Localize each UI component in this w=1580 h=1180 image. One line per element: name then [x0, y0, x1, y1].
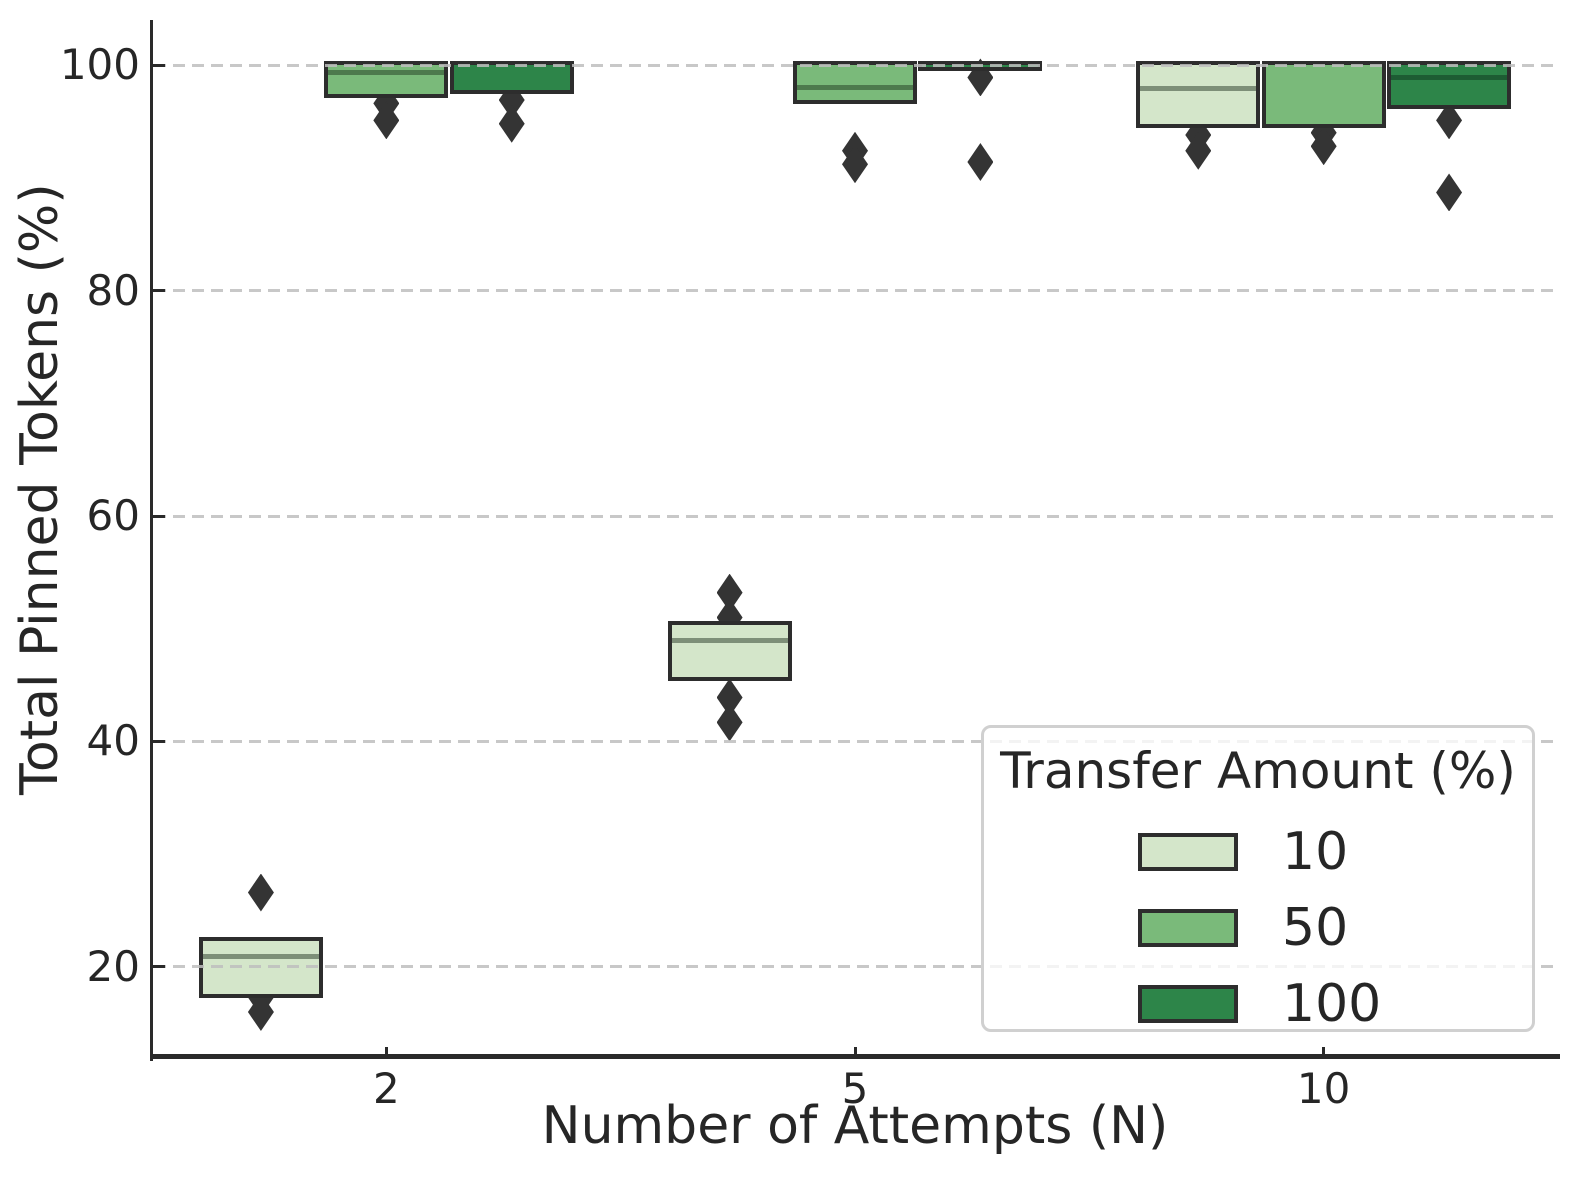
legend-entry-100: 100	[1138, 966, 1381, 1042]
outlier-diamond	[716, 703, 743, 742]
y-tick-label: 80	[86, 265, 140, 315]
median-line-50-n2	[328, 70, 445, 76]
x-tick-mark	[384, 1047, 388, 1058]
box-10-n10	[1136, 61, 1261, 128]
y-tick-mark	[153, 739, 165, 743]
median-line-10-n5	[671, 637, 788, 643]
legend-entry-10: 10	[1138, 814, 1381, 890]
box-50-n10	[1261, 61, 1386, 128]
box-100-n10	[1387, 61, 1512, 109]
y-gridline	[154, 289, 1560, 293]
box-100-n5	[918, 61, 1043, 72]
y-tick-mark	[153, 514, 165, 518]
legend: Transfer Amount (%) 10 50 100	[981, 725, 1535, 1034]
box-100-n2	[449, 61, 574, 94]
outlier-diamond	[967, 143, 994, 182]
legend-title: Transfer Amount (%)	[1000, 742, 1516, 800]
box-10-n2	[198, 937, 323, 998]
outlier-diamond	[498, 104, 525, 143]
x-tick-label: 10	[1296, 1064, 1351, 1113]
x-tick-mark	[853, 1047, 857, 1058]
outlier-diamond	[247, 873, 274, 912]
y-tick-mark	[153, 289, 165, 293]
median-line-10-n2	[202, 954, 319, 960]
y-tick-mark	[153, 63, 165, 67]
x-tick-mark	[1322, 1047, 1326, 1058]
median-line-10-n10	[1140, 86, 1257, 92]
legend-rows: 10 50 100	[1138, 814, 1381, 1042]
box-50-n5	[793, 61, 917, 105]
legend-entry-50: 50	[1138, 890, 1381, 966]
box-10-n5	[667, 621, 792, 682]
legend-swatch-icon	[1138, 833, 1238, 871]
legend-swatch-icon	[1138, 909, 1238, 947]
median-line-50-n5	[797, 85, 913, 91]
outlier-diamond	[1436, 173, 1463, 212]
x-axis-title: Number of Attempts (N)	[541, 1096, 1169, 1156]
x-tick-label: 2	[372, 1064, 400, 1113]
legend-entry-label: 100	[1282, 974, 1382, 1034]
median-line-100-n10	[1391, 74, 1508, 80]
legend-swatch-icon	[1138, 985, 1238, 1023]
y-tick-label: 40	[86, 716, 140, 766]
box-50-n2	[324, 61, 449, 99]
y-axis-spine	[150, 20, 153, 1061]
y-axis-title: Total Pinned Tokens (%)	[10, 183, 70, 795]
x-tick-label: 5	[841, 1064, 869, 1113]
y-tick-label: 100	[59, 40, 140, 90]
y-tick-label: 60	[86, 491, 140, 541]
y-tick-label: 20	[86, 941, 140, 991]
y-gridline	[154, 514, 1560, 518]
legend-entry-label: 50	[1282, 898, 1349, 958]
y-tick-mark	[153, 965, 165, 969]
legend-entry-label: 10	[1282, 822, 1349, 882]
